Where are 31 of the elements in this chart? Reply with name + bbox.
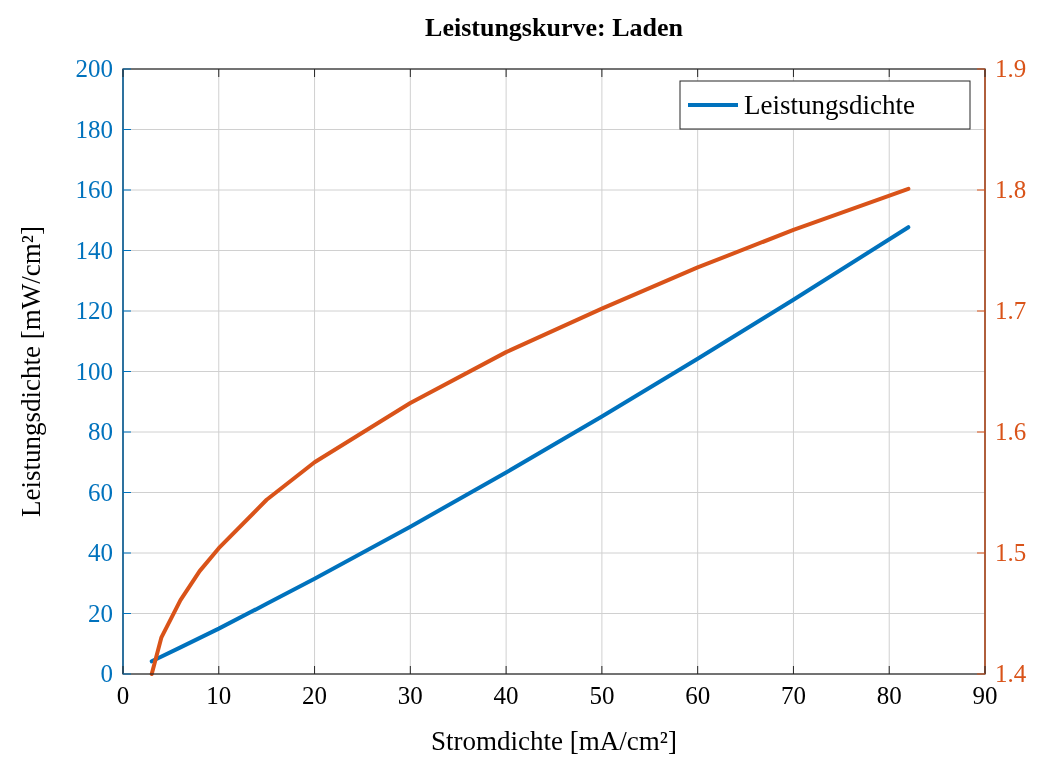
y-tick-label: 40 <box>88 539 113 566</box>
y2-tick-label: 1.5 <box>995 539 1027 566</box>
x-tick-label: 80 <box>876 682 902 709</box>
x-tick-label: 50 <box>589 682 615 709</box>
y-tick-label: 0 <box>100 660 113 687</box>
legend-label: Leistungsdichte <box>744 90 915 120</box>
x-tick-label: 10 <box>206 682 232 709</box>
x-tick-label: 20 <box>302 682 328 709</box>
x-tick-label: 0 <box>116 682 130 709</box>
y-tick-label: 120 <box>75 297 113 324</box>
y-axis-title: Leistungsdichte [mW/cm²] <box>16 226 46 517</box>
y-tick-label: 140 <box>75 236 113 264</box>
x-axis-title: Stromdichte [mA/cm²] <box>431 726 677 756</box>
y-tick-label: 100 <box>75 357 113 385</box>
y-tick-label: 20 <box>88 599 113 627</box>
y-tick-label: 160 <box>75 176 113 203</box>
y2-tick-label: 1.8 <box>995 176 1027 203</box>
y-tick-label: 80 <box>88 418 113 445</box>
y2-tick-label: 1.6 <box>995 418 1027 445</box>
y-tick-label: 60 <box>88 478 113 506</box>
x-tick-label: 70 <box>780 682 806 709</box>
y2-tick-label: 1.7 <box>995 297 1027 324</box>
y2-tick-label: 1.4 <box>995 660 1027 687</box>
x-tick-label: 60 <box>685 682 711 709</box>
x-tick-label: 90 <box>972 682 998 709</box>
x-tick-label: 30 <box>397 682 423 709</box>
y-tick-label: 180 <box>75 115 113 143</box>
y2-tick-label: 1.9 <box>995 55 1027 82</box>
x-tick-label: 40 <box>493 682 519 709</box>
chart-title: Leistungskurve: Laden <box>425 13 684 42</box>
y-tick-label: 200 <box>75 55 113 82</box>
